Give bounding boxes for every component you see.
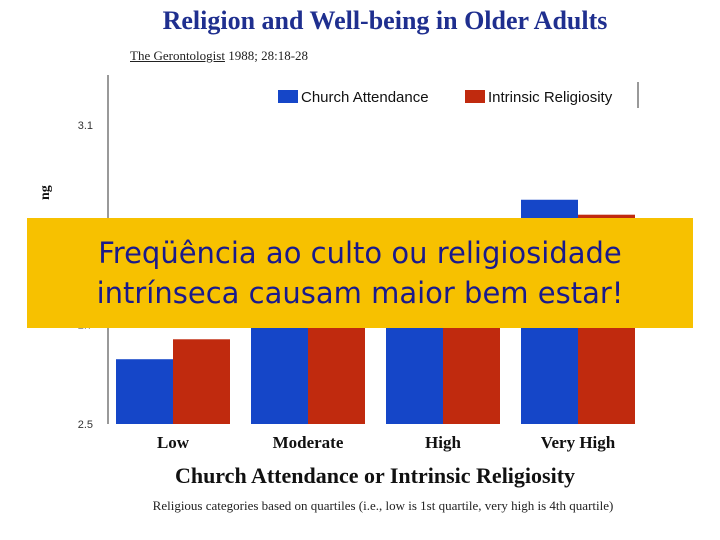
bar-church bbox=[116, 359, 173, 424]
overlay-line-2: intrínseca causam maior bem estar! bbox=[96, 276, 624, 310]
legend-swatch bbox=[278, 90, 298, 103]
x-tick-label: Very High bbox=[541, 433, 616, 452]
source-citation: The Gerontologist 1988; 28:18-28 bbox=[130, 48, 308, 64]
journal-name: The Gerontologist bbox=[130, 48, 225, 63]
overlay-line-1: Freqüência ao culto ou religiosidade bbox=[98, 236, 622, 270]
legend-label: Intrinsic Religiosity bbox=[488, 89, 613, 106]
bar-intrinsic bbox=[173, 339, 230, 424]
footnote: Religious categories based on quartiles … bbox=[152, 498, 614, 513]
legend-label: Church Attendance bbox=[301, 89, 429, 106]
overlay-banner: Freqüência ao culto ou religiosidade intr… bbox=[27, 218, 693, 328]
y-tick-label: 3.1 bbox=[78, 120, 93, 132]
x-tick-label: Moderate bbox=[273, 433, 344, 452]
x-axis-label: Church Attendance or Intrinsic Religiosi… bbox=[174, 463, 576, 488]
x-tick-label: Low bbox=[157, 433, 190, 452]
citation-detail: 1988; 28:18-28 bbox=[228, 48, 309, 63]
legend-swatch bbox=[465, 90, 485, 103]
y-tick-label: 2.5 bbox=[78, 419, 93, 431]
chart-title: Religion and Well-being in Older Adults bbox=[162, 6, 608, 35]
x-tick-label: High bbox=[425, 433, 461, 452]
overlay-text: Freqüência ao culto ou religiosidade intr… bbox=[97, 233, 624, 313]
